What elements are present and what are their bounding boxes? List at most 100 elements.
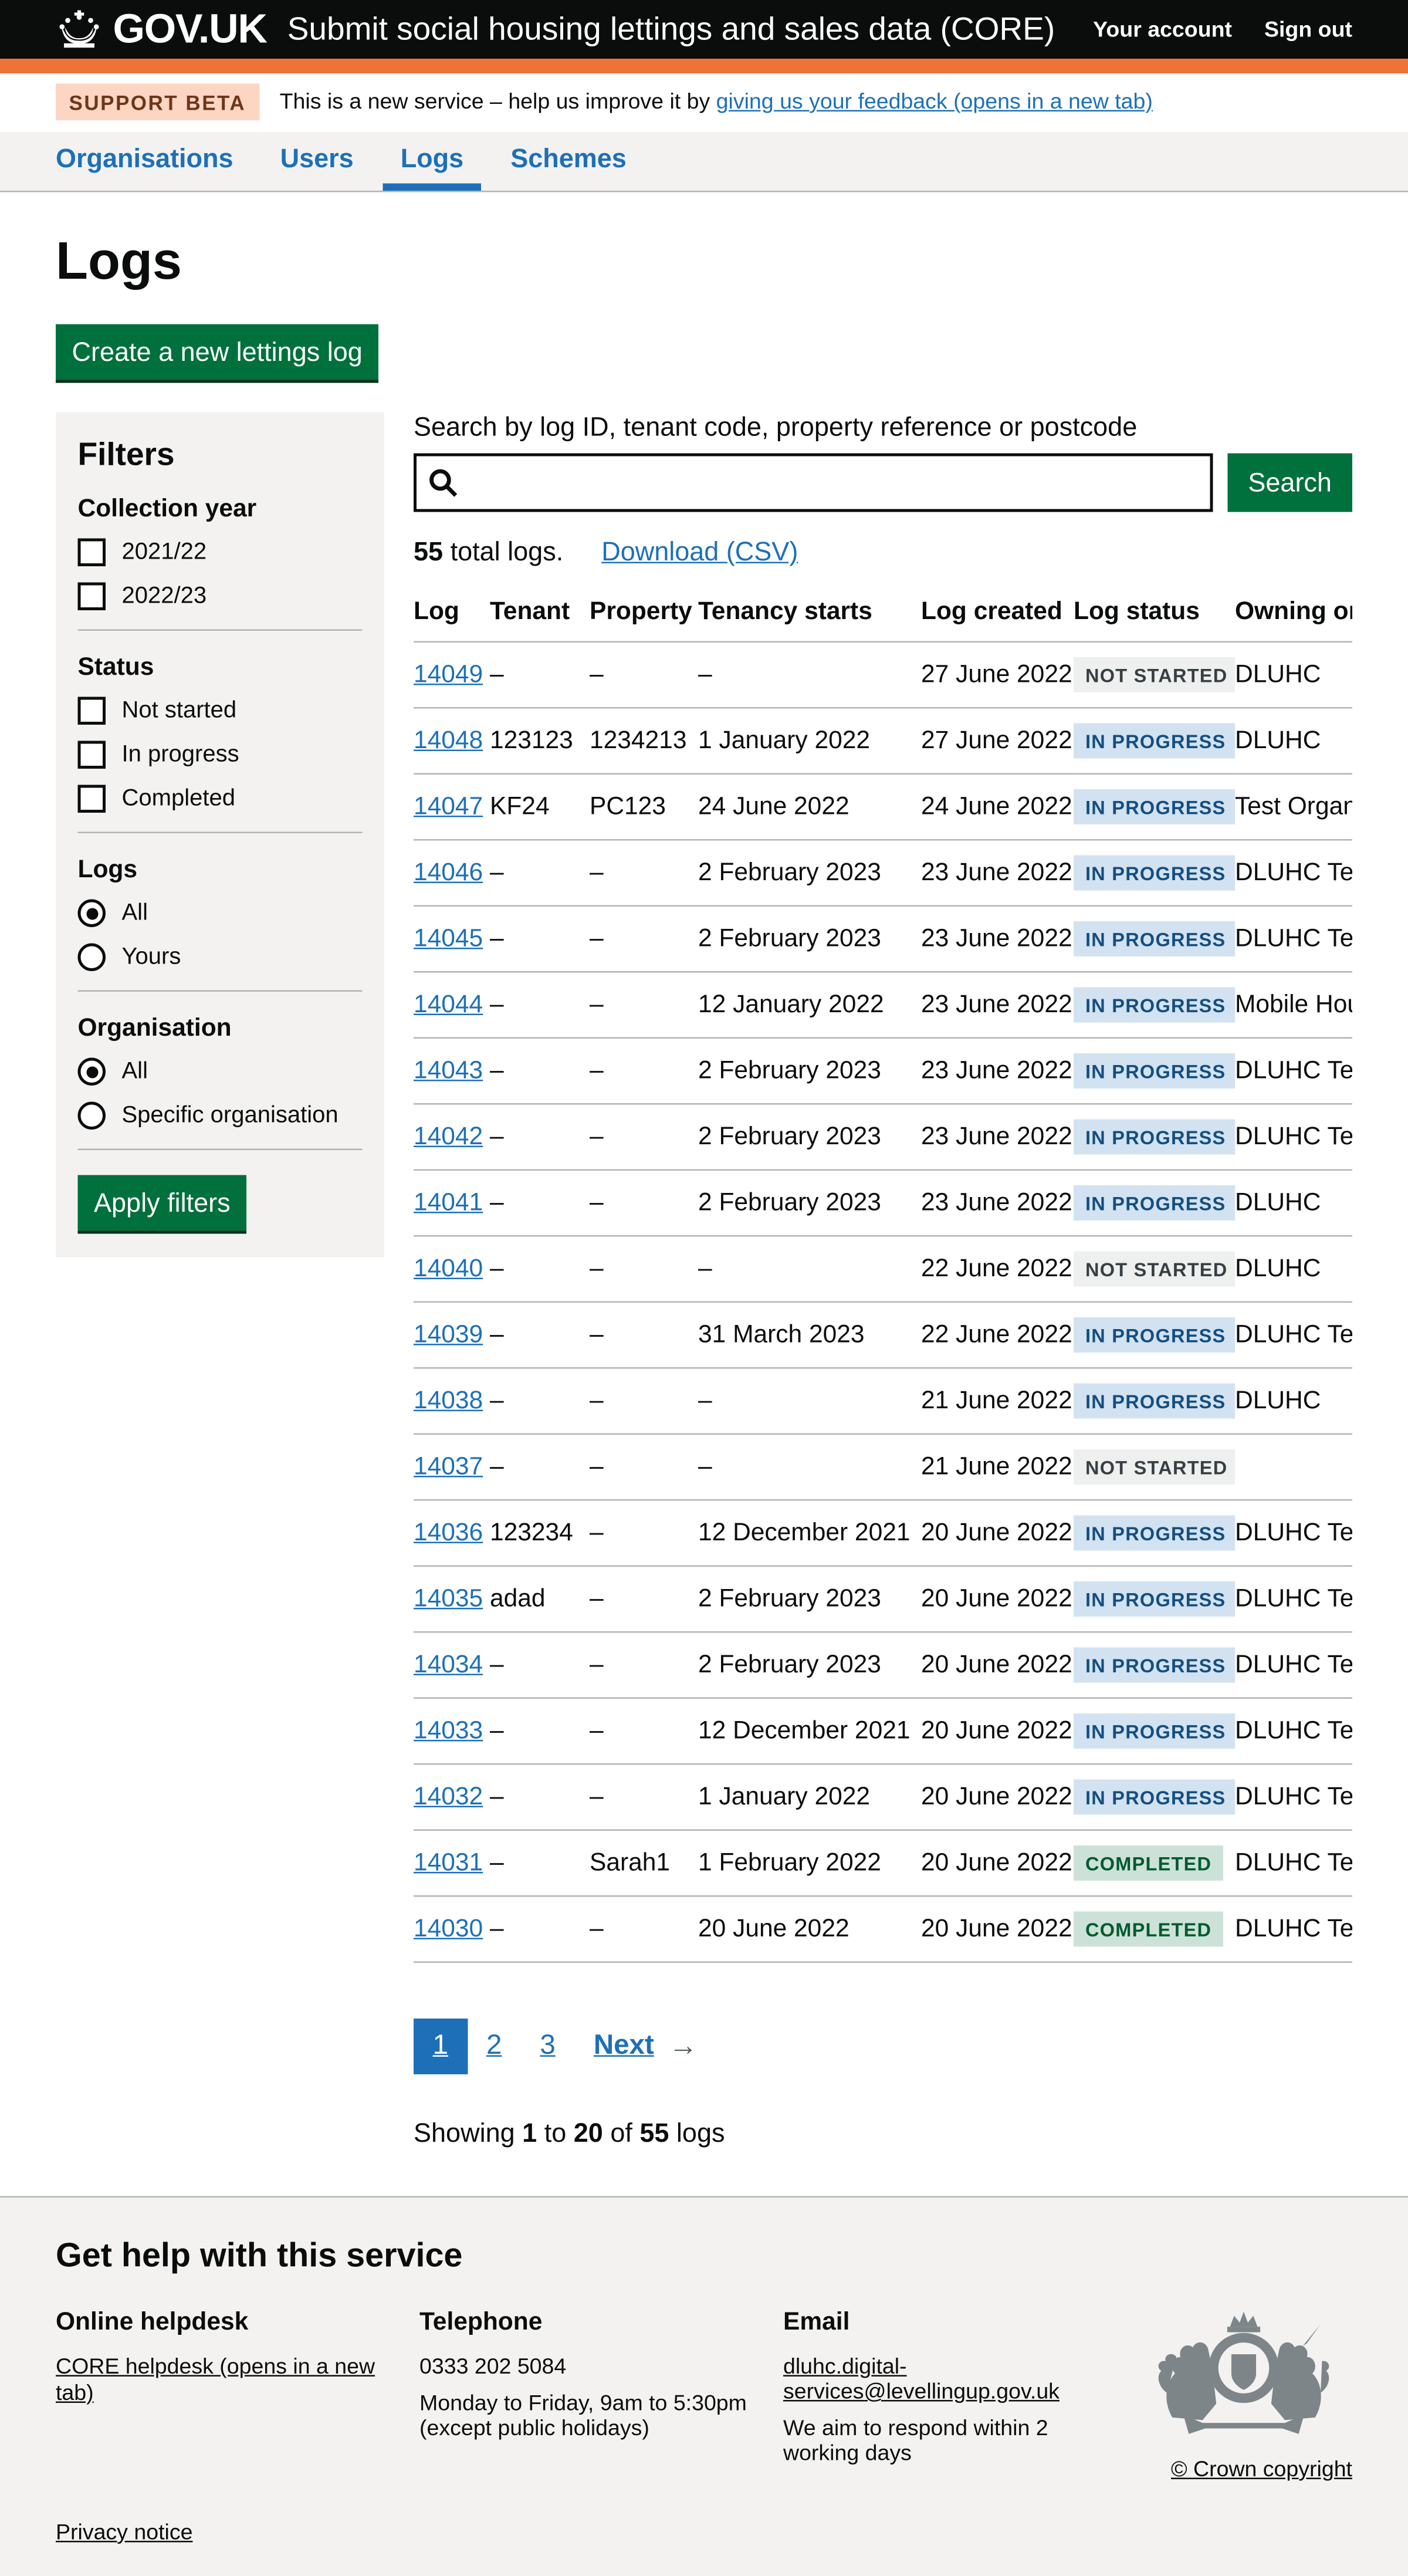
- tenancy-starts-cell: 1 January 2022: [698, 708, 921, 774]
- govuk-logo[interactable]: GOV.UK: [56, 6, 267, 53]
- pagination-page-3[interactable]: 3: [521, 2019, 574, 2074]
- search-button[interactable]: Search: [1227, 454, 1352, 512]
- option-label: 2022/23: [122, 583, 207, 610]
- log-link[interactable]: 14045: [414, 924, 483, 952]
- service-name-link[interactable]: Submit social housing lettings and sales…: [287, 11, 1093, 49]
- tenant-cell: KF24: [490, 774, 590, 840]
- checkbox-control[interactable]: [78, 539, 106, 567]
- your-account-link[interactable]: Your account: [1093, 17, 1232, 42]
- radio-control[interactable]: [78, 944, 106, 972]
- log-link[interactable]: 14042: [414, 1123, 483, 1151]
- filters-divider: [78, 990, 363, 992]
- log-link[interactable]: 14041: [414, 1188, 483, 1216]
- log-link[interactable]: 14031: [414, 1848, 483, 1877]
- log-link[interactable]: 14043: [414, 1056, 483, 1084]
- log-status-cell: IN PROGRESS: [1074, 774, 1235, 840]
- log-link[interactable]: 14039: [414, 1320, 483, 1348]
- showing-summary: Showing 1 to 20 of 55 logs: [414, 2118, 1352, 2149]
- property-cell: –: [590, 1896, 698, 1962]
- create-lettings-log-button[interactable]: Create a new lettings log: [56, 324, 378, 380]
- sign-out-link[interactable]: Sign out: [1264, 17, 1352, 42]
- nav-link-schemes[interactable]: Schemes: [493, 132, 644, 191]
- radio-organisation-all[interactable]: All: [78, 1058, 363, 1086]
- property-cell: –: [590, 1302, 698, 1368]
- log-status-cell: IN PROGRESS: [1074, 840, 1235, 906]
- log-status-cell: IN PROGRESS: [1074, 1302, 1235, 1368]
- radio-control[interactable]: [78, 900, 106, 928]
- download-csv-link[interactable]: Download (CSV): [601, 537, 798, 568]
- log-link[interactable]: 14047: [414, 792, 483, 820]
- helpdesk-heading: Online helpdesk: [56, 2308, 390, 2337]
- owning-org-cell: DLUHC Test: [1235, 1896, 1352, 1962]
- tenancy-starts-cell: –: [698, 1236, 921, 1302]
- log-link[interactable]: 14030: [414, 1915, 483, 1943]
- checkbox-status-not-started[interactable]: Not started: [78, 697, 363, 725]
- log-link[interactable]: 14035: [414, 1584, 483, 1612]
- log-link[interactable]: 14049: [414, 660, 483, 688]
- checkbox-control[interactable]: [78, 697, 106, 725]
- radio-logs-all[interactable]: All: [78, 900, 363, 928]
- showing-prefix: Showing: [414, 2118, 522, 2148]
- radio-logs-yours[interactable]: Yours: [78, 944, 363, 972]
- email-heading: Email: [783, 2308, 1118, 2337]
- search-input[interactable]: [414, 454, 1213, 512]
- pagination-next-link[interactable]: Next: [574, 2019, 662, 2074]
- email-note: We aim to respond within 2 working days: [783, 2416, 1118, 2466]
- log-link[interactable]: 14037: [414, 1452, 483, 1480]
- core-helpdesk-link[interactable]: CORE helpdesk (opens in a new tab): [56, 2355, 375, 2406]
- showing-total: 55: [639, 2118, 669, 2148]
- checkbox-control[interactable]: [78, 583, 106, 611]
- option-label: In progress: [122, 742, 239, 768]
- footer-helpdesk-column: Online helpdesk CORE helpdesk (opens in …: [56, 2308, 419, 2483]
- radio-control[interactable]: [78, 1102, 106, 1130]
- feedback-link[interactable]: giving us your feedback (opens in a new …: [716, 90, 1153, 115]
- log-link[interactable]: 14040: [414, 1255, 483, 1283]
- log-status-cell: IN PROGRESS: [1074, 1500, 1235, 1566]
- log-link[interactable]: 14036: [414, 1519, 483, 1547]
- checkbox-collection-year-2021-22[interactable]: 2021/22: [78, 539, 363, 567]
- nav-link-logs[interactable]: Logs: [383, 132, 482, 191]
- tenant-cell: 123234: [490, 1500, 590, 1566]
- log-link[interactable]: 14046: [414, 858, 483, 887]
- checkbox-collection-year-2022-23[interactable]: 2022/23: [78, 583, 363, 611]
- radio-organisation-specific-organisation[interactable]: Specific organisation: [78, 1102, 363, 1130]
- property-cell: –: [590, 1434, 698, 1500]
- nav-link-organisations[interactable]: Organisations: [56, 132, 251, 191]
- log-link[interactable]: 14034: [414, 1651, 483, 1679]
- owning-org-cell: [1235, 1434, 1352, 1500]
- tenancy-starts-cell: 1 February 2022: [698, 1830, 921, 1896]
- total-logs-count: 55: [414, 537, 443, 566]
- log-id-cell: 14042: [414, 1104, 490, 1170]
- pagination-page-current[interactable]: 1: [414, 2019, 467, 2074]
- radio-control[interactable]: [78, 1058, 106, 1086]
- govuk-logotype: GOV.UK: [113, 6, 267, 53]
- owning-org-cell: DLUHC: [1235, 1170, 1352, 1236]
- checkbox-control[interactable]: [78, 785, 106, 813]
- nav-link-users[interactable]: Users: [263, 132, 371, 191]
- owning-org-cell: DLUHC: [1235, 1368, 1352, 1434]
- log-status-cell: NOT STARTED: [1074, 1434, 1235, 1500]
- property-cell: 1234213: [590, 708, 698, 774]
- log-created-cell: 20 June 2022: [921, 1566, 1074, 1632]
- page-title: Logs: [56, 231, 1352, 292]
- log-id-cell: 14048: [414, 708, 490, 774]
- log-link[interactable]: 14038: [414, 1387, 483, 1415]
- log-link[interactable]: 14048: [414, 726, 483, 755]
- privacy-notice-link[interactable]: Privacy notice: [56, 2520, 192, 2545]
- apply-filters-button[interactable]: Apply filters: [78, 1175, 247, 1231]
- checkbox-status-completed[interactable]: Completed: [78, 785, 363, 813]
- log-link[interactable]: 14032: [414, 1783, 483, 1811]
- crown-copyright-link[interactable]: © Crown copyright: [1171, 2457, 1352, 2483]
- status-badge: IN PROGRESS: [1074, 856, 1235, 891]
- pagination-page-2[interactable]: 2: [467, 2019, 520, 2074]
- tenant-cell: –: [490, 1170, 590, 1236]
- tenancy-starts-cell: –: [698, 1434, 921, 1500]
- checkbox-status-in-progress[interactable]: In progress: [78, 741, 363, 769]
- log-link[interactable]: 14033: [414, 1716, 483, 1745]
- log-status-cell: IN PROGRESS: [1074, 1632, 1235, 1698]
- email-link[interactable]: dluhc.digital-services@levellingup.gov.u…: [783, 2355, 1060, 2405]
- checkbox-control[interactable]: [78, 741, 106, 769]
- log-link[interactable]: 14044: [414, 990, 483, 1019]
